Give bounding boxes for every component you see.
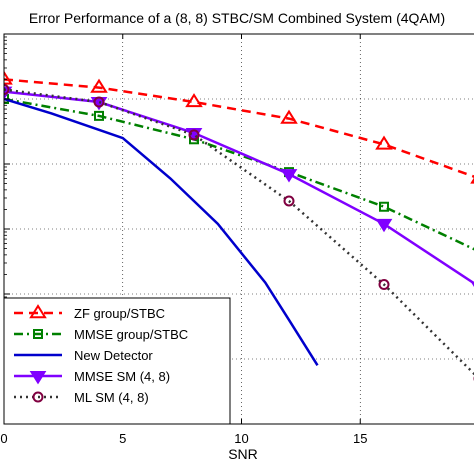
data-point-mmse-sm-4-8 xyxy=(280,169,298,183)
legend-marker-mmse-sm-4-8 xyxy=(29,371,47,385)
legend-marker-ml-sm-4-8 xyxy=(32,391,44,403)
data-point-mmse-group-stbc xyxy=(94,110,104,121)
legend-label-zf-group-stbc: ZF group/STBC xyxy=(74,306,165,321)
series-line-mmse-group-stbc xyxy=(4,97,474,251)
legend-label-mmse-group-stbc: MMSE group/STBC xyxy=(74,327,188,342)
data-point-ml-sm-4-8 xyxy=(188,129,200,141)
data-point-mmse-sm-4-8 xyxy=(375,218,393,233)
x-tick-label: 5 xyxy=(119,431,126,446)
series-line-new-detector xyxy=(4,97,319,366)
legend-label-mmse-sm-4-8: MMSE SM (4, 8) xyxy=(74,369,170,384)
legend-marker-mmse-group-stbc xyxy=(33,329,43,339)
data-point-mmse-group-stbc xyxy=(379,201,389,212)
legend-label-ml-sm-4-8: ML SM (4, 8) xyxy=(74,390,149,405)
series-layer xyxy=(4,70,474,381)
legend: ZF group/STBC MMSE group/STBC New Detector… xyxy=(3,297,231,425)
x-tick-label: 10 xyxy=(234,431,248,446)
data-point-zf-group-stbc xyxy=(185,93,203,108)
legend-label-new-detector: New Detector xyxy=(74,348,153,363)
chart-title: Error Performance of a (8, 8) STBC/SM Co… xyxy=(29,10,445,26)
x-tick-labels: 0 5 10 15 xyxy=(0,33,367,446)
x-axis-label: SNR xyxy=(228,446,258,462)
data-point-ml-sm-4-8 xyxy=(93,96,105,108)
x-tick-label: 0 xyxy=(0,431,7,446)
data-point-zf-group-stbc xyxy=(90,78,108,93)
legend-box xyxy=(3,297,231,425)
x-tick-label: 15 xyxy=(353,431,367,446)
data-point-ml-sm-4-8 xyxy=(283,195,295,207)
legend-marker-zf-group-stbc xyxy=(29,304,47,319)
data-point-zf-group-stbc xyxy=(375,135,393,150)
data-point-zf-group-stbc xyxy=(4,70,13,85)
data-point-ml-sm-4-8 xyxy=(378,279,390,291)
series-line-ml-sm-4-8 xyxy=(4,88,474,376)
data-point-zf-group-stbc xyxy=(280,109,298,124)
series-line-zf-group-stbc xyxy=(4,78,474,178)
data-point-ml-sm-4-8 xyxy=(4,84,10,96)
